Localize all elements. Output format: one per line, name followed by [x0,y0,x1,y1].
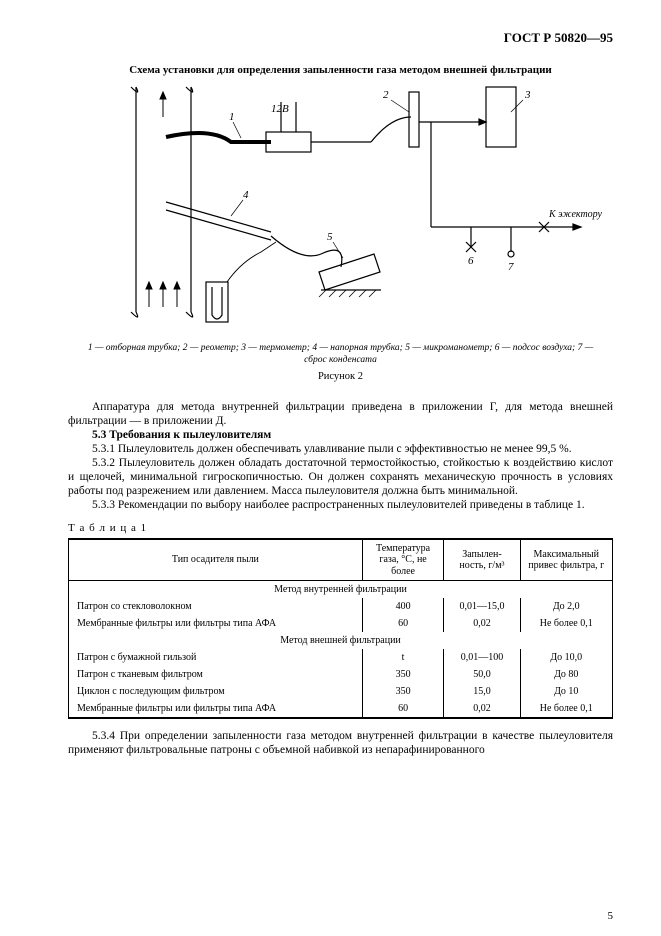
table-head: Температура газа, °С, не более [362,539,444,581]
table-head: Тип осадителя пыли [69,539,363,581]
figure-label-7: 7 [508,261,514,273]
table-row: Патрон со стекловолокном4000,01—15,0До 2… [69,598,613,615]
section-heading-5-3: 5.3 Требования к пылеуловителям [68,428,613,442]
table-section: Метод внутренней фильтрации [69,581,613,599]
table-head: Запылен- ность, г/м³ [444,539,520,581]
table-1: Тип осадителя пыли Температура газа, °С,… [68,538,613,720]
table-head: Максимальный привес фильтра, г [520,539,612,581]
figure-label-5: 5 [327,231,333,243]
table-row: Патрон с тканевым фильтром35050,0До 80 [69,666,613,683]
table-row: Мембранные фильтры или фильтры типа АФА6… [69,700,613,718]
table-row: Циклон с последующим фильтром35015,0До 1… [69,683,613,700]
figure-annot-ejector: К эжектору [548,209,603,220]
paragraph-5-3-2: 5.3.2 Пылеуловитель должен обладать дост… [68,456,613,498]
page-number: 5 [608,910,614,922]
paragraph-5-3-4: 5.3.4 При определении запыленности газа … [68,729,613,757]
table-row: Патрон с бумажной гильзойt0,01—100До 10,… [69,649,613,666]
figure-label-4: 4 [243,189,249,201]
figure-label-6: 6 [468,255,474,267]
figure-caption: Рисунок 2 [68,371,613,382]
table-label: Т а б л и ц а 1 [68,522,613,534]
paragraph-5-3-3: 5.3.3 Рекомендации по выбору наиболее ра… [68,498,613,512]
paragraph: Аппаратура для метода внутренней фильтра… [68,400,613,428]
figure-diagram: 1 2 3 4 5 6 7 12В К эжектору [68,82,613,337]
paragraph-5-3-1: 5.3.1 Пылеуловитель должен обеспечивать … [68,442,613,456]
figure-label-1: 1 [229,111,235,123]
table-section: Метод внешней фильтрации [69,632,613,649]
document-id: ГОСТ Р 50820—95 [68,30,613,46]
figure-label-3: 3 [524,89,531,101]
table-row: Мембранные фильтры или фильтры типа АФА6… [69,615,613,632]
figure-annot-12v: 12В [271,103,289,115]
figure-legend: 1 — отборная трубка; 2 — реометр; 3 — те… [84,343,597,367]
figure-label-2: 2 [383,89,389,101]
figure-title: Схема установки для определения запыленн… [68,64,613,76]
